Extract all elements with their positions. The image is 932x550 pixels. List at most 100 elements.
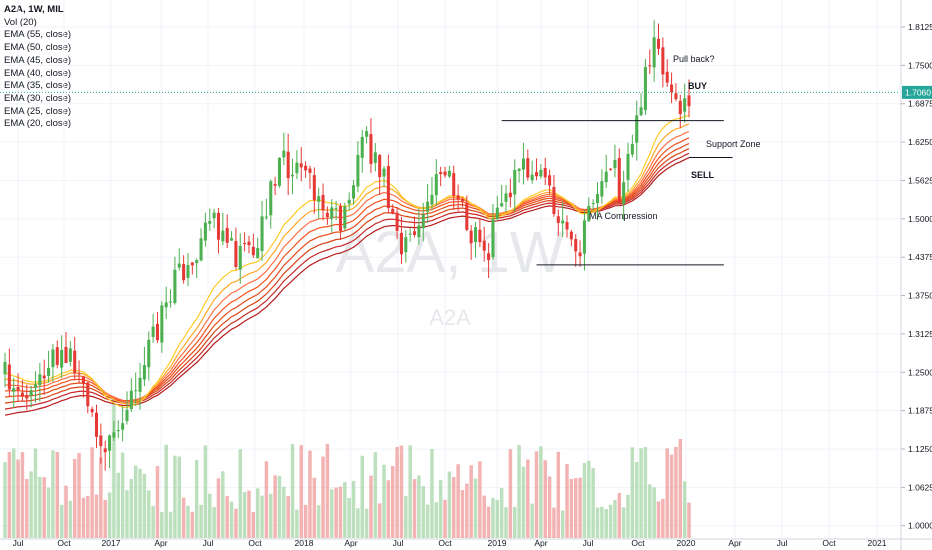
volume-bar <box>295 509 299 538</box>
symbol-label[interactable]: A2A, 1W, MIL <box>4 4 64 15</box>
candle-body <box>587 205 591 222</box>
indicator-label[interactable]: EMA (45, close) <box>4 54 72 66</box>
candle <box>195 258 199 279</box>
candle <box>20 380 24 402</box>
indicator-label[interactable]: EMA (40, close) <box>4 67 72 79</box>
indicator-label[interactable]: Vol (20) <box>4 16 37 28</box>
candle <box>561 202 565 238</box>
volume-bar <box>521 466 526 538</box>
volume-bar <box>643 447 648 538</box>
indicator-label[interactable]: EMA (25, close) <box>4 105 72 117</box>
volume-bar <box>173 455 177 538</box>
candle <box>138 362 142 410</box>
volume-bar <box>665 448 669 538</box>
candle-body <box>487 253 491 261</box>
candle <box>7 348 11 397</box>
volume-bar <box>373 452 378 538</box>
candle-body <box>286 151 290 179</box>
candle-body <box>565 221 569 230</box>
volume-bar <box>556 451 561 538</box>
volume-bar <box>595 507 600 538</box>
candle-body <box>578 252 582 257</box>
volume-bar <box>94 494 99 538</box>
candle-body <box>38 374 42 386</box>
volume-bar <box>29 471 33 538</box>
volume-bar <box>11 448 16 538</box>
candle-body <box>661 47 665 75</box>
x-tick-label: Oct <box>631 538 645 548</box>
candle-body <box>421 214 425 229</box>
price-axis[interactable]: 1.8125 1.7500 1.6875 1.6250 1.5625 1.5000 1.43… <box>900 0 932 550</box>
candle <box>456 184 460 212</box>
candle-body <box>121 423 125 430</box>
volume-bar <box>303 504 308 538</box>
volume-bar <box>526 459 530 538</box>
candle <box>391 204 395 215</box>
candle <box>86 381 90 414</box>
volume-bar <box>391 466 395 538</box>
volume-bar <box>648 484 652 538</box>
volume-bars <box>3 399 691 538</box>
candle-body <box>678 100 682 115</box>
candle <box>225 214 229 249</box>
candle-body <box>391 208 395 214</box>
volume-bar <box>495 499 500 538</box>
time-axis[interactable]: Jul Oct 2017 Apr Jul Oct 2018 Apr Jul Oct 2019 Apr J… <box>0 538 932 548</box>
volume-bar <box>678 439 683 538</box>
x-tick-label: Jul <box>203 538 214 548</box>
candle-body <box>73 350 77 374</box>
candle-body <box>595 194 600 204</box>
ema-ribbon <box>4 114 690 416</box>
candle-body <box>643 67 647 111</box>
volume-bar <box>491 497 495 538</box>
candle-body <box>68 348 72 362</box>
candle <box>291 158 295 195</box>
indicator-label[interactable]: EMA (20, close) <box>4 118 72 130</box>
candle-body <box>94 412 99 437</box>
candle <box>426 184 430 223</box>
volume-bar <box>356 508 360 538</box>
candle <box>517 167 521 183</box>
candle-body <box>221 230 225 242</box>
annotation-ma-compression: MA Compression <box>589 211 658 221</box>
indicator-label[interactable]: EMA (55, close) <box>4 29 72 41</box>
indicator-label[interactable]: EMA (50, close) <box>4 42 72 54</box>
indicator-label[interactable]: EMA (30, close) <box>4 92 72 104</box>
volume-bar <box>669 454 674 538</box>
candle-body <box>186 265 190 278</box>
volume-bar <box>107 492 112 538</box>
x-tick-label: Oct <box>438 538 452 548</box>
volume-bar <box>656 501 661 538</box>
candle <box>208 208 212 231</box>
candle-body <box>208 221 212 224</box>
volume-bar <box>255 488 260 538</box>
candle-body <box>173 269 177 304</box>
volume-bar <box>112 399 116 538</box>
volume-bar <box>299 445 303 538</box>
volume-bar <box>51 450 55 538</box>
candle <box>665 59 669 87</box>
candle-body <box>29 390 33 396</box>
volume-bar <box>55 451 60 538</box>
candle-body <box>99 435 103 447</box>
candle <box>365 126 369 144</box>
candle <box>177 248 181 271</box>
level-lines <box>501 120 733 266</box>
volume-bar <box>103 499 107 538</box>
candle-body <box>352 185 356 199</box>
candle-body <box>434 174 438 196</box>
candle <box>151 313 155 343</box>
candle <box>548 169 552 195</box>
volume-bar <box>569 478 574 538</box>
x-tick-label: 2019 <box>488 538 507 548</box>
candle <box>622 170 626 221</box>
indicator-label[interactable]: EMA (35, close) <box>4 80 72 92</box>
candle <box>47 350 51 383</box>
x-tick-label: Apr <box>534 538 547 548</box>
candle <box>648 49 652 75</box>
volume-bar <box>186 505 190 538</box>
candle-body <box>77 373 81 375</box>
candle-body <box>683 98 687 112</box>
candle-body <box>373 152 377 163</box>
